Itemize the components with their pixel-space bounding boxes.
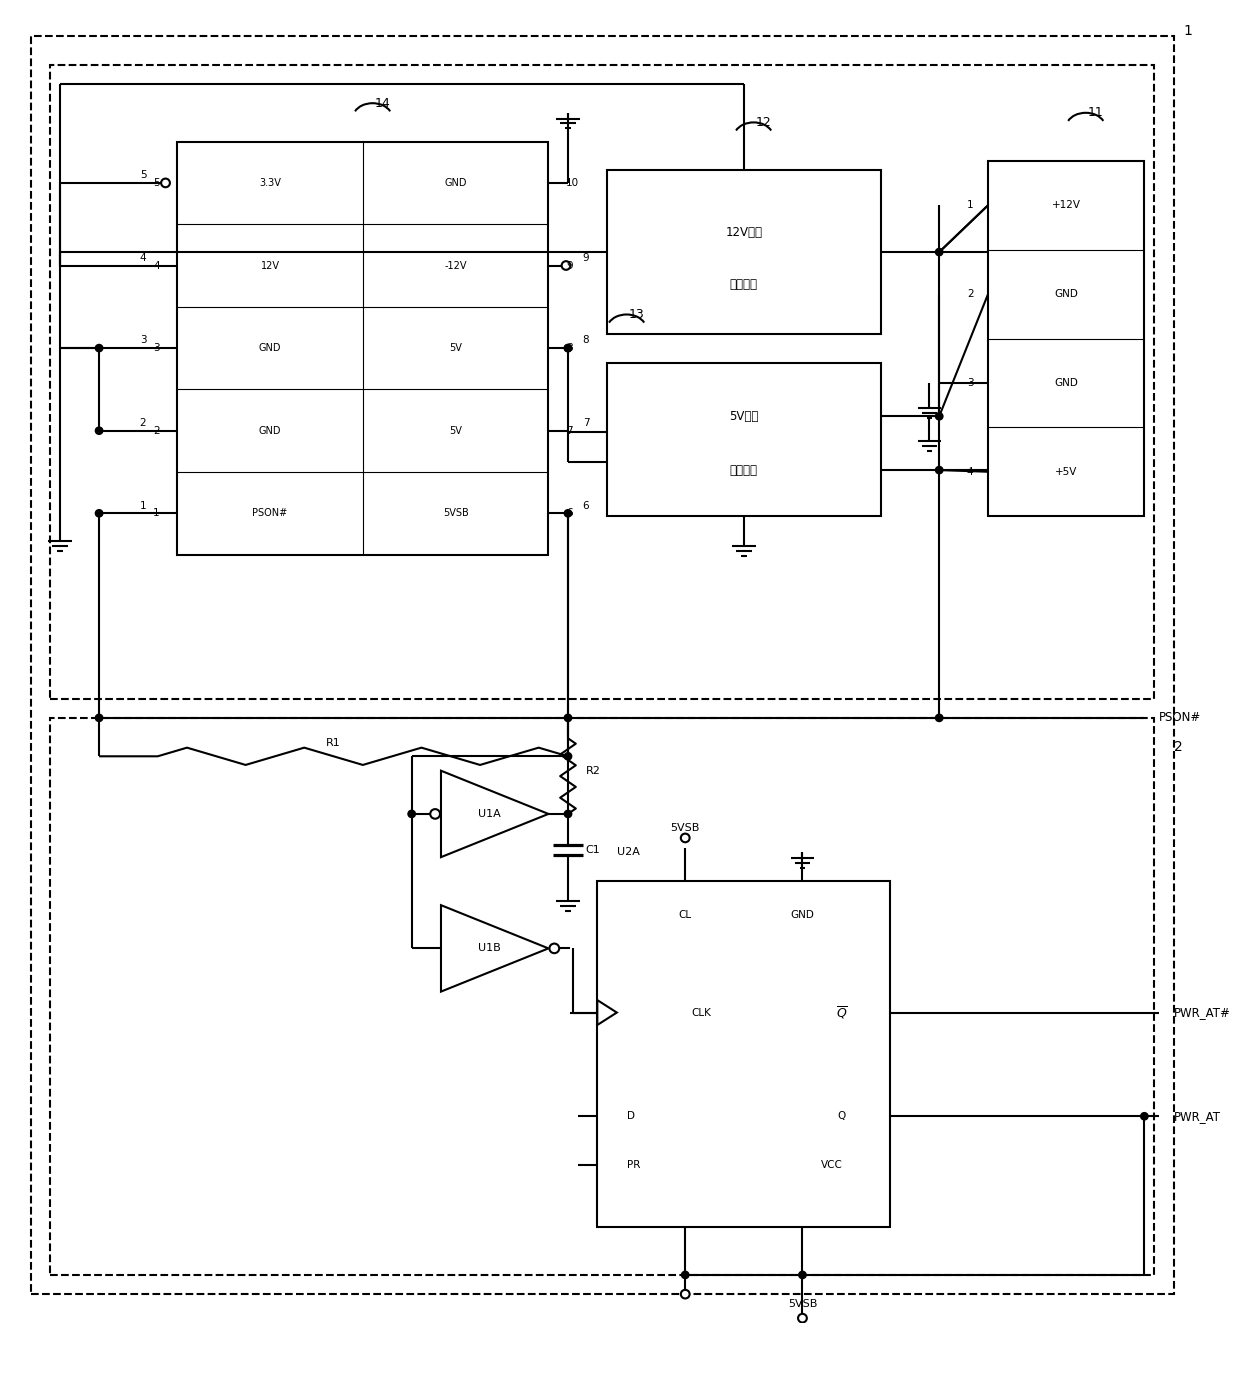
Text: +5V: +5V [1055, 466, 1078, 476]
Text: PSON#: PSON# [1159, 711, 1202, 724]
Circle shape [161, 179, 170, 187]
Bar [598, 881, 890, 1227]
Text: 开关模块: 开关模块 [730, 464, 758, 476]
Text: PWR_AT#: PWR_AT# [1174, 1006, 1230, 1020]
Text: PWR_AT: PWR_AT [1174, 1110, 1220, 1123]
Text: 2: 2 [967, 289, 973, 299]
Text: CL: CL [678, 910, 692, 919]
Text: GND: GND [259, 343, 281, 354]
Text: 5: 5 [140, 171, 146, 180]
Text: GND: GND [1054, 289, 1078, 299]
Circle shape [935, 413, 942, 420]
Text: 5V电源: 5V电源 [729, 410, 759, 422]
Circle shape [564, 344, 572, 352]
Circle shape [681, 1289, 689, 1299]
Circle shape [935, 466, 942, 473]
Text: 1: 1 [1184, 25, 1193, 39]
Text: GND: GND [444, 178, 467, 189]
Bar [51, 65, 1154, 699]
Text: 9: 9 [565, 260, 573, 271]
Text: GND: GND [1054, 378, 1078, 388]
Circle shape [95, 509, 103, 517]
Text: 14: 14 [374, 96, 391, 110]
Circle shape [935, 714, 942, 721]
Text: 2: 2 [1174, 740, 1183, 754]
Circle shape [95, 344, 103, 352]
Text: U2A: U2A [616, 848, 640, 857]
Text: 4: 4 [153, 260, 160, 271]
Text: 8: 8 [583, 336, 589, 345]
Text: R1: R1 [326, 738, 341, 747]
Text: R2: R2 [585, 765, 600, 776]
Circle shape [430, 809, 440, 819]
Text: PSON#: PSON# [253, 508, 288, 519]
Circle shape [564, 810, 572, 817]
Text: 12: 12 [755, 116, 771, 129]
Text: +12V: +12V [1052, 201, 1081, 211]
Bar [608, 362, 880, 516]
Circle shape [564, 344, 572, 352]
Text: 5VSB: 5VSB [443, 508, 469, 519]
Text: 5V: 5V [449, 425, 463, 436]
Bar [51, 718, 1154, 1276]
Circle shape [564, 509, 572, 517]
Text: 5V: 5V [449, 343, 463, 354]
Text: 2: 2 [140, 418, 146, 428]
Circle shape [935, 249, 942, 256]
Circle shape [799, 1314, 807, 1322]
Circle shape [408, 810, 415, 817]
Text: 1: 1 [967, 201, 973, 211]
Text: 5VSB: 5VSB [671, 823, 699, 834]
Text: GND: GND [259, 425, 281, 436]
Text: C1: C1 [585, 845, 600, 854]
Text: 5VSB: 5VSB [787, 1299, 817, 1309]
Text: $\overline{Q}$: $\overline{Q}$ [836, 1004, 847, 1021]
Circle shape [95, 714, 103, 721]
Text: 10: 10 [565, 178, 579, 189]
Circle shape [562, 261, 570, 270]
Circle shape [549, 944, 559, 954]
Bar [177, 142, 548, 555]
Text: 8: 8 [565, 343, 573, 354]
Text: 1: 1 [140, 501, 146, 510]
Text: 3.3V: 3.3V [259, 178, 281, 189]
Circle shape [564, 714, 572, 721]
Text: 7: 7 [583, 418, 589, 428]
Text: 2: 2 [153, 425, 160, 436]
Text: CLK: CLK [691, 1007, 711, 1017]
Text: 4: 4 [967, 466, 973, 476]
Text: 5: 5 [153, 178, 160, 189]
Text: Q: Q [837, 1112, 846, 1121]
Text: D: D [626, 1112, 635, 1121]
Circle shape [799, 1271, 806, 1278]
Text: 开关模块: 开关模块 [730, 278, 758, 292]
Text: 4: 4 [140, 253, 146, 263]
Text: VCC: VCC [821, 1160, 843, 1170]
Circle shape [95, 427, 103, 435]
Text: 6: 6 [565, 508, 573, 519]
Text: 12V电源: 12V电源 [725, 226, 763, 239]
Text: 11: 11 [1087, 106, 1104, 120]
Text: GND: GND [791, 910, 815, 919]
Circle shape [682, 1271, 689, 1278]
Text: 1: 1 [153, 508, 160, 519]
Text: 6: 6 [583, 501, 589, 510]
Text: U1B: U1B [477, 944, 501, 954]
Text: 3: 3 [967, 378, 973, 388]
Text: PR: PR [626, 1160, 640, 1170]
Bar [988, 161, 1145, 516]
Text: 7: 7 [565, 425, 573, 436]
Text: 9: 9 [583, 253, 589, 263]
Text: -12V: -12V [444, 260, 467, 271]
Text: 3: 3 [140, 336, 146, 345]
Text: 12V: 12V [260, 260, 279, 271]
Text: 3: 3 [153, 343, 160, 354]
Text: 13: 13 [629, 308, 645, 321]
Text: U1A: U1A [477, 809, 501, 819]
Bar [608, 171, 880, 334]
Circle shape [1141, 1113, 1148, 1120]
Circle shape [564, 753, 572, 760]
Circle shape [681, 834, 689, 842]
